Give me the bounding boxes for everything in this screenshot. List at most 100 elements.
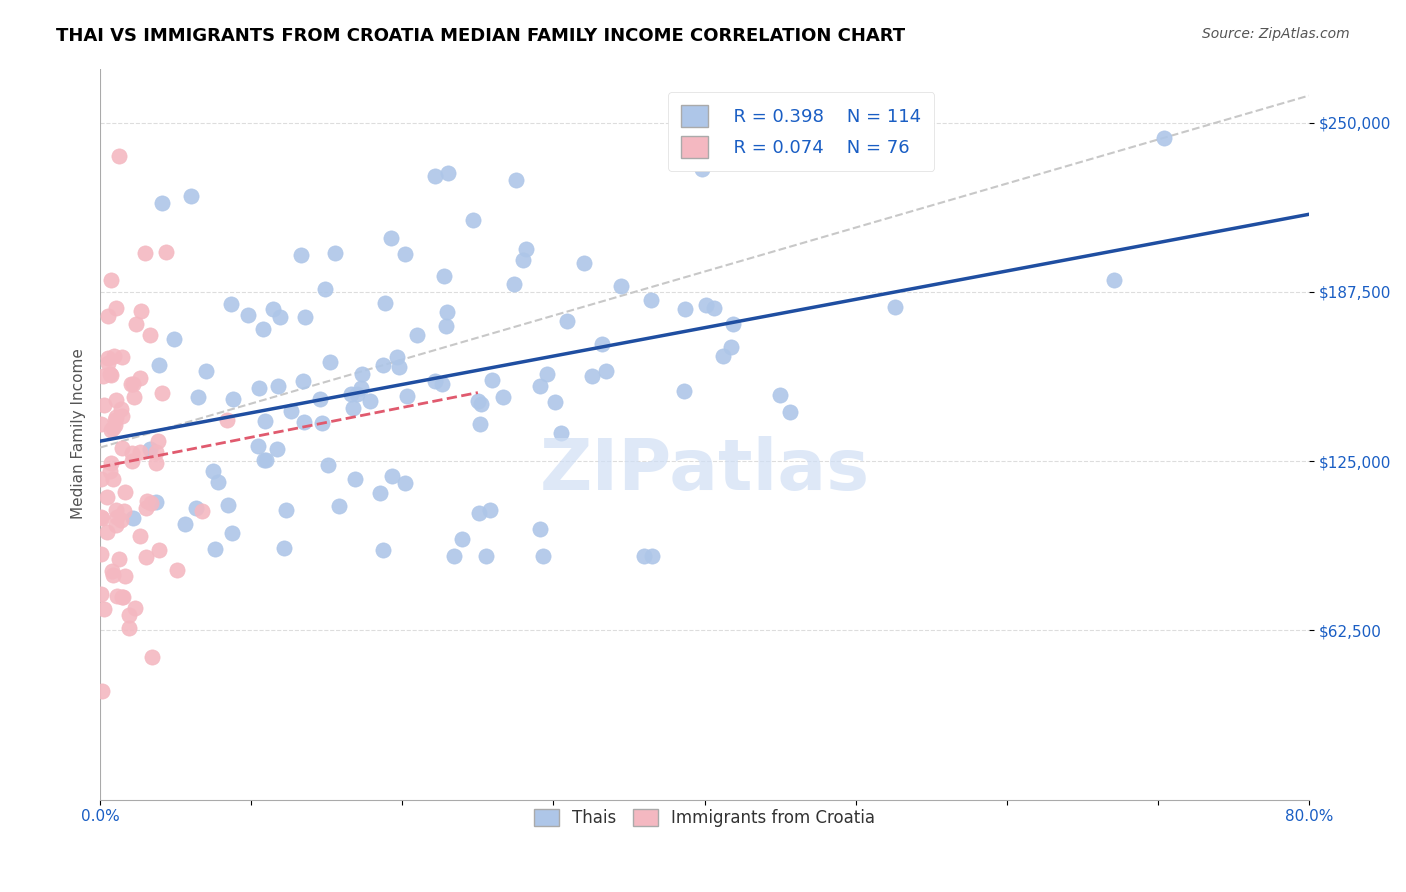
- Point: [90, 417, 112, 432]
- Point: [432, 376, 454, 391]
- Point: [502, 277, 524, 291]
- Point: [111, 350, 134, 364]
- Point: [468, 417, 491, 432]
- Point: [121, 454, 143, 468]
- Point: [124, 601, 146, 615]
- Point: [555, 314, 578, 328]
- Point: [122, 377, 145, 392]
- Point: [1104, 273, 1126, 287]
- Point: [884, 300, 907, 314]
- Point: [93, 397, 115, 411]
- Point: [90, 509, 112, 524]
- Point: [437, 166, 460, 180]
- Point: [187, 390, 209, 404]
- Point: [104, 502, 127, 516]
- Point: [276, 503, 298, 517]
- Point: [101, 568, 124, 582]
- Point: [388, 360, 411, 375]
- Point: [104, 413, 127, 427]
- Point: [100, 368, 122, 382]
- Point: [328, 499, 350, 513]
- Point: [97, 351, 120, 366]
- Point: [207, 475, 229, 490]
- Point: [108, 552, 131, 566]
- Point: [222, 392, 245, 407]
- Point: [125, 318, 148, 332]
- Point: [267, 379, 290, 393]
- Point: [673, 301, 696, 316]
- Point: [443, 549, 465, 563]
- Point: [135, 494, 157, 508]
- Point: [633, 549, 655, 563]
- Point: [121, 446, 143, 460]
- Point: [90, 472, 112, 486]
- Point: [91, 368, 114, 383]
- Point: [280, 404, 302, 418]
- Point: [467, 507, 489, 521]
- Point: [91, 684, 114, 698]
- Point: [96, 490, 118, 504]
- Point: [97, 356, 120, 370]
- Point: [98, 464, 121, 478]
- Point: [350, 381, 373, 395]
- Point: [515, 242, 537, 256]
- Point: [436, 305, 458, 319]
- Point: [323, 246, 346, 260]
- Point: [531, 549, 554, 563]
- Legend: Thais, Immigrants from Croatia: Thais, Immigrants from Croatia: [526, 800, 883, 835]
- Text: THAI VS IMMIGRANTS FROM CROATIA MEDIAN FAMILY INCOME CORRELATION CHART: THAI VS IMMIGRANTS FROM CROATIA MEDIAN F…: [56, 27, 905, 45]
- Point: [405, 328, 427, 343]
- Point: [145, 494, 167, 508]
- Point: [340, 386, 363, 401]
- Point: [832, 141, 855, 155]
- Point: [492, 390, 515, 404]
- Point: [252, 321, 274, 335]
- Point: [114, 569, 136, 583]
- Point: [481, 373, 503, 387]
- Point: [105, 510, 128, 524]
- Point: [529, 379, 551, 393]
- Point: [550, 425, 572, 440]
- Point: [108, 149, 131, 163]
- Point: [129, 529, 152, 543]
- Point: [129, 370, 152, 384]
- Point: [373, 542, 395, 557]
- Point: [191, 504, 214, 518]
- Point: [150, 195, 173, 210]
- Point: [135, 549, 157, 564]
- Point: [103, 472, 125, 486]
- Point: [104, 418, 127, 433]
- Point: [342, 401, 364, 416]
- Point: [217, 499, 239, 513]
- Point: [374, 296, 396, 310]
- Point: [246, 439, 269, 453]
- Point: [120, 377, 142, 392]
- Point: [155, 244, 177, 259]
- Point: [180, 189, 202, 203]
- Point: [201, 464, 224, 478]
- Point: [695, 297, 717, 311]
- Point: [385, 350, 408, 364]
- Point: [350, 367, 373, 381]
- Point: [254, 414, 277, 428]
- Point: [111, 442, 134, 456]
- Point: [294, 310, 316, 325]
- Point: [105, 589, 128, 603]
- Point: [711, 349, 734, 363]
- Point: [90, 547, 112, 561]
- Point: [544, 395, 567, 409]
- Point: [269, 310, 291, 324]
- Point: [467, 394, 489, 409]
- Point: [572, 256, 595, 270]
- Point: [262, 302, 284, 317]
- Point: [219, 297, 242, 311]
- Point: [461, 213, 484, 227]
- Point: [100, 456, 122, 470]
- Point: [720, 340, 742, 354]
- Point: [100, 423, 122, 437]
- Point: [292, 415, 315, 429]
- Point: [195, 364, 218, 378]
- Point: [96, 525, 118, 540]
- Point: [110, 513, 132, 527]
- Point: [254, 453, 277, 467]
